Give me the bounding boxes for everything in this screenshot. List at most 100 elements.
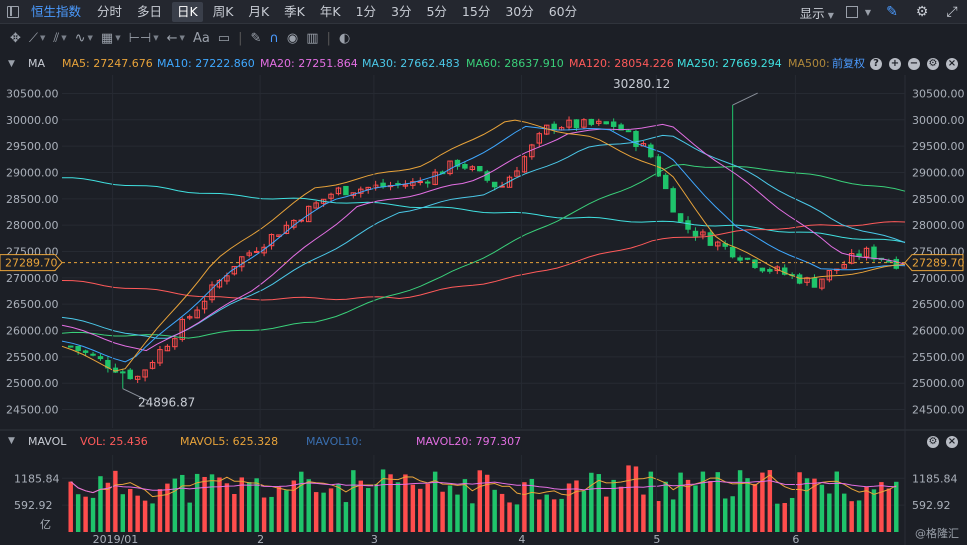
note-icon[interactable]: ▭ <box>217 30 231 46</box>
candle-up <box>201 300 208 310</box>
tab-60min[interactable]: 60分 <box>548 3 578 19</box>
fullscreen-icon[interactable]: ⤢ <box>946 4 958 20</box>
volume-bar <box>700 471 706 532</box>
tab-intraday[interactable]: 分时 <box>97 3 123 19</box>
display-dropdown[interactable]: 显示 ▼ <box>800 3 834 22</box>
candle-down <box>871 246 877 260</box>
ma250-value: MA250: 27669.294 <box>677 57 782 70</box>
volume-tick-label-right: 1185.84 <box>912 472 958 485</box>
volume-bar <box>514 504 520 532</box>
candle-down <box>343 185 349 196</box>
mavol20-value: MAVOL20: 797.307 <box>416 435 522 448</box>
price-tick-label-right: 27000.00 <box>912 272 965 285</box>
close-icon[interactable]: × <box>946 436 958 448</box>
candle-up <box>514 170 520 177</box>
close-icon[interactable]: × <box>946 58 958 70</box>
volume-bar <box>246 482 252 532</box>
volume-bar <box>871 489 877 532</box>
trash-icon[interactable]: ▥ <box>306 30 319 46</box>
measure-icon[interactable]: ⊢⊣ ▼ <box>128 30 159 46</box>
adjust-mode-link[interactable]: 前复权 <box>832 57 865 70</box>
high-annotation: 30280.12 <box>613 77 670 91</box>
candle-up <box>305 205 312 223</box>
ray-icon[interactable]: ⫽ ▼ <box>53 30 67 46</box>
wave-icon[interactable]: ∿ ▼ <box>74 30 93 46</box>
tab-weekly-k[interactable]: 周K <box>212 3 234 19</box>
volume-bar <box>291 480 297 532</box>
low-annotation-line <box>122 388 148 402</box>
candle-up <box>774 266 781 272</box>
candle-up <box>715 241 721 247</box>
volume-bar <box>365 488 371 532</box>
tab-quarterly-k[interactable]: 季K <box>284 3 305 19</box>
tab-multi-day[interactable]: 多日 <box>137 3 163 19</box>
candle-down <box>454 159 461 167</box>
toggle-icon[interactable]: ◐ <box>338 30 351 46</box>
volume-bar <box>894 481 899 532</box>
tab-5min[interactable]: 5分 <box>426 3 447 19</box>
volume-bar <box>537 499 542 532</box>
line-icon[interactable]: ⟋ ▼ <box>28 30 46 46</box>
price-tick-label-left: 25500.00 <box>6 351 59 364</box>
price-tick-label-right: 28000.00 <box>912 219 965 232</box>
candle-down <box>707 232 714 246</box>
price-tick-label-right: 30500.00 <box>912 87 965 100</box>
draw-pen-icon[interactable]: ✎ <box>886 4 898 20</box>
volume-bar <box>447 485 453 532</box>
tab-3min[interactable]: 3分 <box>391 3 412 19</box>
remove-icon[interactable]: − <box>908 58 920 70</box>
sidebar-toggle-icon[interactable] <box>0 0 26 24</box>
last-price-tag-right <box>904 254 964 272</box>
text-icon[interactable]: Aa <box>192 30 210 46</box>
candle-up <box>328 193 334 199</box>
ma-line-ma60 <box>61 163 906 339</box>
tab-daily-k[interactable]: 日K <box>172 1 203 22</box>
candle-down <box>692 230 699 237</box>
arrow-icon[interactable]: ← ▼ <box>166 30 185 46</box>
settings-icon[interactable]: ⚙ <box>927 58 939 70</box>
volume-bar <box>254 478 259 532</box>
pen-icon[interactable]: ✎ <box>250 30 262 46</box>
magnet-icon[interactable]: ∩ <box>269 30 279 46</box>
separator: | <box>238 30 243 46</box>
add-icon[interactable]: + <box>889 58 901 70</box>
price-tick-label-left: 30000.00 <box>6 114 59 127</box>
collapse-triangle-icon[interactable]: ▼ <box>8 436 15 446</box>
candle-up <box>402 184 409 187</box>
volume-bar <box>440 491 445 532</box>
volume-bar <box>789 497 795 532</box>
volume-unit-label: 亿 <box>40 518 51 531</box>
volume-bar <box>98 476 103 532</box>
volume-bar <box>321 492 326 532</box>
tab-yearly-k[interactable]: 年K <box>319 3 341 19</box>
ma-line-ma5 <box>61 119 906 372</box>
crosshair-icon[interactable]: ✥ <box>10 30 21 46</box>
tab-15min[interactable]: 15分 <box>461 3 491 19</box>
display-label: 显示 <box>799 5 825 21</box>
help-icon[interactable]: ? <box>870 58 882 70</box>
volume-bar <box>618 486 624 532</box>
index-name-link[interactable]: 恒生指数 <box>31 3 82 19</box>
volume-bar <box>722 498 728 532</box>
volume-bar <box>551 499 557 532</box>
last-price-tag-left <box>0 254 63 272</box>
candle-down <box>120 371 126 374</box>
volume-bar <box>886 488 892 532</box>
ma-line-ma250 <box>61 177 906 243</box>
ma20-value: MA20: 27251.864 <box>260 57 358 70</box>
period-toolbar: 恒生指数 分时 多日 日K 周K 月K 季K 年K 1分 3分 5分 15分 3… <box>0 0 967 24</box>
layout-dropdown[interactable]: ▼ <box>845 6 871 18</box>
ma-line-ma10 <box>61 125 906 363</box>
eye-icon[interactable]: ◉ <box>286 30 299 46</box>
candle-down <box>662 174 669 190</box>
grid-icon[interactable]: ▦ ▼ <box>100 30 121 46</box>
collapse-triangle-icon[interactable]: ▼ <box>8 59 15 69</box>
mavol-line <box>70 480 897 494</box>
tab-30min[interactable]: 30分 <box>505 3 534 19</box>
volume-bar <box>641 494 646 532</box>
settings-gear-icon[interactable]: ⚙ <box>915 4 929 20</box>
tab-1min[interactable]: 1分 <box>355 3 377 19</box>
settings-icon[interactable]: ⚙ <box>927 436 939 448</box>
tab-monthly-k[interactable]: 月K <box>248 3 270 19</box>
